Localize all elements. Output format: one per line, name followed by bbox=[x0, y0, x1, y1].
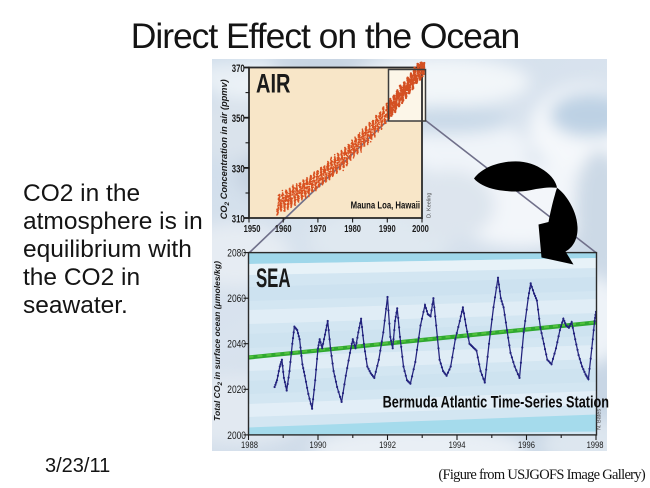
svg-text:Bermuda Atlantic Time-Series S: Bermuda Atlantic Time-Series Station bbox=[383, 393, 609, 412]
svg-text:Total CO2 in surface ocean (μm: Total CO2 in surface ocean (μmoles/kg) bbox=[212, 261, 224, 421]
svg-text:1990: 1990 bbox=[310, 439, 327, 450]
svg-text:2000: 2000 bbox=[227, 430, 246, 442]
svg-text:1992: 1992 bbox=[379, 439, 396, 450]
svg-text:350: 350 bbox=[232, 112, 245, 125]
svg-text:1994: 1994 bbox=[449, 439, 466, 450]
svg-text:2000: 2000 bbox=[412, 223, 429, 234]
svg-text:SEA: SEA bbox=[256, 263, 291, 293]
svg-text:1970: 1970 bbox=[310, 223, 327, 234]
svg-text:1988: 1988 bbox=[241, 439, 258, 450]
svg-text:1960: 1960 bbox=[275, 223, 292, 234]
svg-text:330: 330 bbox=[232, 162, 245, 175]
svg-text:1996: 1996 bbox=[518, 439, 535, 450]
svg-text:D. Keeling: D. Keeling bbox=[427, 193, 433, 218]
svg-text:CO2 Concentration in air (ppmv: CO2 Concentration in air (ppmv) bbox=[219, 79, 231, 219]
svg-text:2060: 2060 bbox=[227, 293, 246, 305]
svg-text:370: 370 bbox=[232, 62, 245, 75]
svg-text:AIR: AIR bbox=[256, 68, 290, 99]
svg-text:1998: 1998 bbox=[587, 439, 604, 450]
svg-text:1980: 1980 bbox=[344, 223, 361, 234]
svg-text:1990: 1990 bbox=[379, 223, 396, 234]
svg-text:2040: 2040 bbox=[227, 339, 246, 351]
svg-text:2020: 2020 bbox=[227, 384, 246, 396]
svg-text:310: 310 bbox=[232, 212, 245, 225]
svg-text:Mauna Loa, Hawaii: Mauna Loa, Hawaii bbox=[351, 199, 420, 210]
svg-text:2080: 2080 bbox=[227, 248, 246, 260]
svg-text:1950: 1950 bbox=[244, 223, 261, 234]
svg-text:N. Bates: N. Bates bbox=[597, 409, 603, 430]
